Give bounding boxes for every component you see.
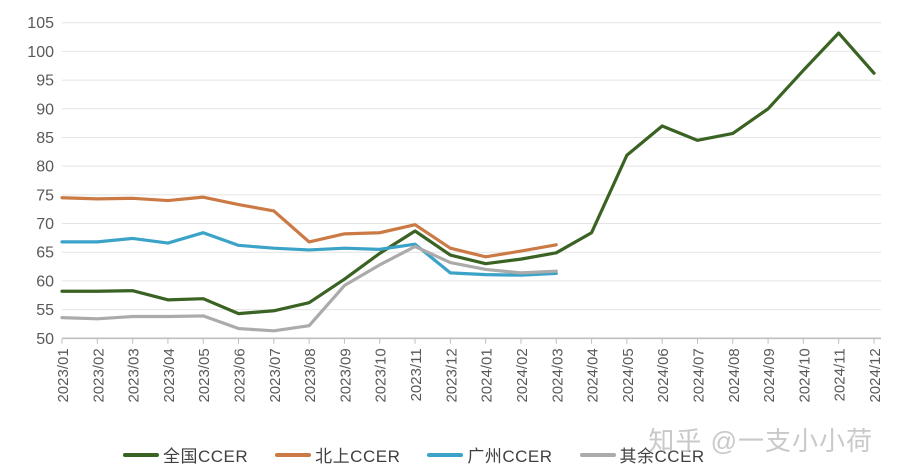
x-axis-tick-label: 2024/05	[620, 348, 637, 402]
x-axis-tick-label: 2023/06	[232, 348, 249, 402]
chart-legend: 全国CCER 北上CCER 广州CCER 其余CCER	[123, 442, 705, 467]
x-axis-tick-label: 2024/03	[549, 348, 566, 402]
x-axis-tick-label: 2024/04	[585, 348, 602, 402]
x-axis-tick-label: 2024/11	[832, 348, 849, 401]
legend-swatch-icon	[579, 452, 616, 457]
legend-swatch-icon	[427, 452, 464, 457]
y-axis-tick-label: 75	[36, 187, 54, 204]
y-axis-tick-label: 80	[36, 159, 54, 176]
x-axis-tick-label: 2023/11	[408, 348, 425, 401]
x-axis-tick-label: 2024/07	[690, 348, 707, 402]
series-line-2	[60, 195, 558, 259]
x-axis-tick-label: 2023/02	[90, 348, 107, 402]
y-axis-tick-label: 105	[27, 15, 54, 32]
y-axis-tick-label: 60	[36, 273, 54, 290]
y-axis-tick-label: 100	[27, 44, 54, 61]
x-axis-tick-label: 2024/10	[796, 348, 813, 402]
legend-swatch-icon	[123, 452, 159, 457]
legend-item-4: 其余CCER	[579, 442, 705, 467]
legend-item-1: 全国CCER	[123, 442, 248, 467]
x-axis-tick-label: 2023/09	[337, 348, 354, 402]
legend-swatch-icon	[275, 452, 312, 457]
legend-label: 其余CCER	[619, 447, 705, 466]
x-axis-tick-label: 2024/01	[479, 348, 496, 402]
y-axis-tick-label: 90	[36, 101, 54, 118]
x-axis-tick-label: 2023/03	[126, 348, 143, 402]
x-axis-tick-label: 2023/01	[55, 348, 72, 402]
series-line-4	[60, 244, 558, 333]
x-axis-tick-label: 2023/05	[196, 348, 213, 402]
legend-label: 广州CCER	[467, 447, 553, 466]
y-axis-tick-label: 55	[36, 302, 54, 319]
y-axis-tick-label: 50	[36, 331, 54, 348]
x-axis-tick-label: 2023/04	[161, 348, 178, 402]
series-line-1	[60, 31, 876, 316]
x-axis-tick-label: 2024/02	[514, 348, 531, 402]
x-axis-tick-label: 2024/12	[867, 348, 884, 402]
x-axis-tick-label: 2024/08	[726, 348, 743, 402]
x-axis-tick-label: 2023/07	[267, 348, 284, 402]
y-axis-tick-label: 70	[36, 216, 54, 233]
x-axis-tick-label: 2024/06	[655, 348, 672, 402]
y-axis-tick-label: 95	[36, 73, 54, 90]
y-axis-tick-label: 65	[36, 245, 54, 262]
chart-plot-area: 50 55 60 65 70 75 80 85 90 95 100 105 2023/01 2023/02…	[27, 15, 884, 402]
x-axis-tick-label: 2023/12	[443, 348, 460, 402]
series-line-3	[60, 231, 558, 277]
legend-item-2: 北上CCER	[275, 442, 400, 467]
x-axis-tick-label: 2023/10	[373, 348, 390, 402]
legend-item-3: 广州CCER	[427, 442, 552, 467]
legend-label: 北上CCER	[315, 447, 401, 466]
legend-label: 全国CCER	[163, 447, 249, 466]
x-axis-tick-label: 2024/09	[761, 348, 778, 402]
y-axis-tick-label: 85	[36, 130, 54, 147]
x-axis-tick-label: 2023/08	[302, 348, 319, 402]
